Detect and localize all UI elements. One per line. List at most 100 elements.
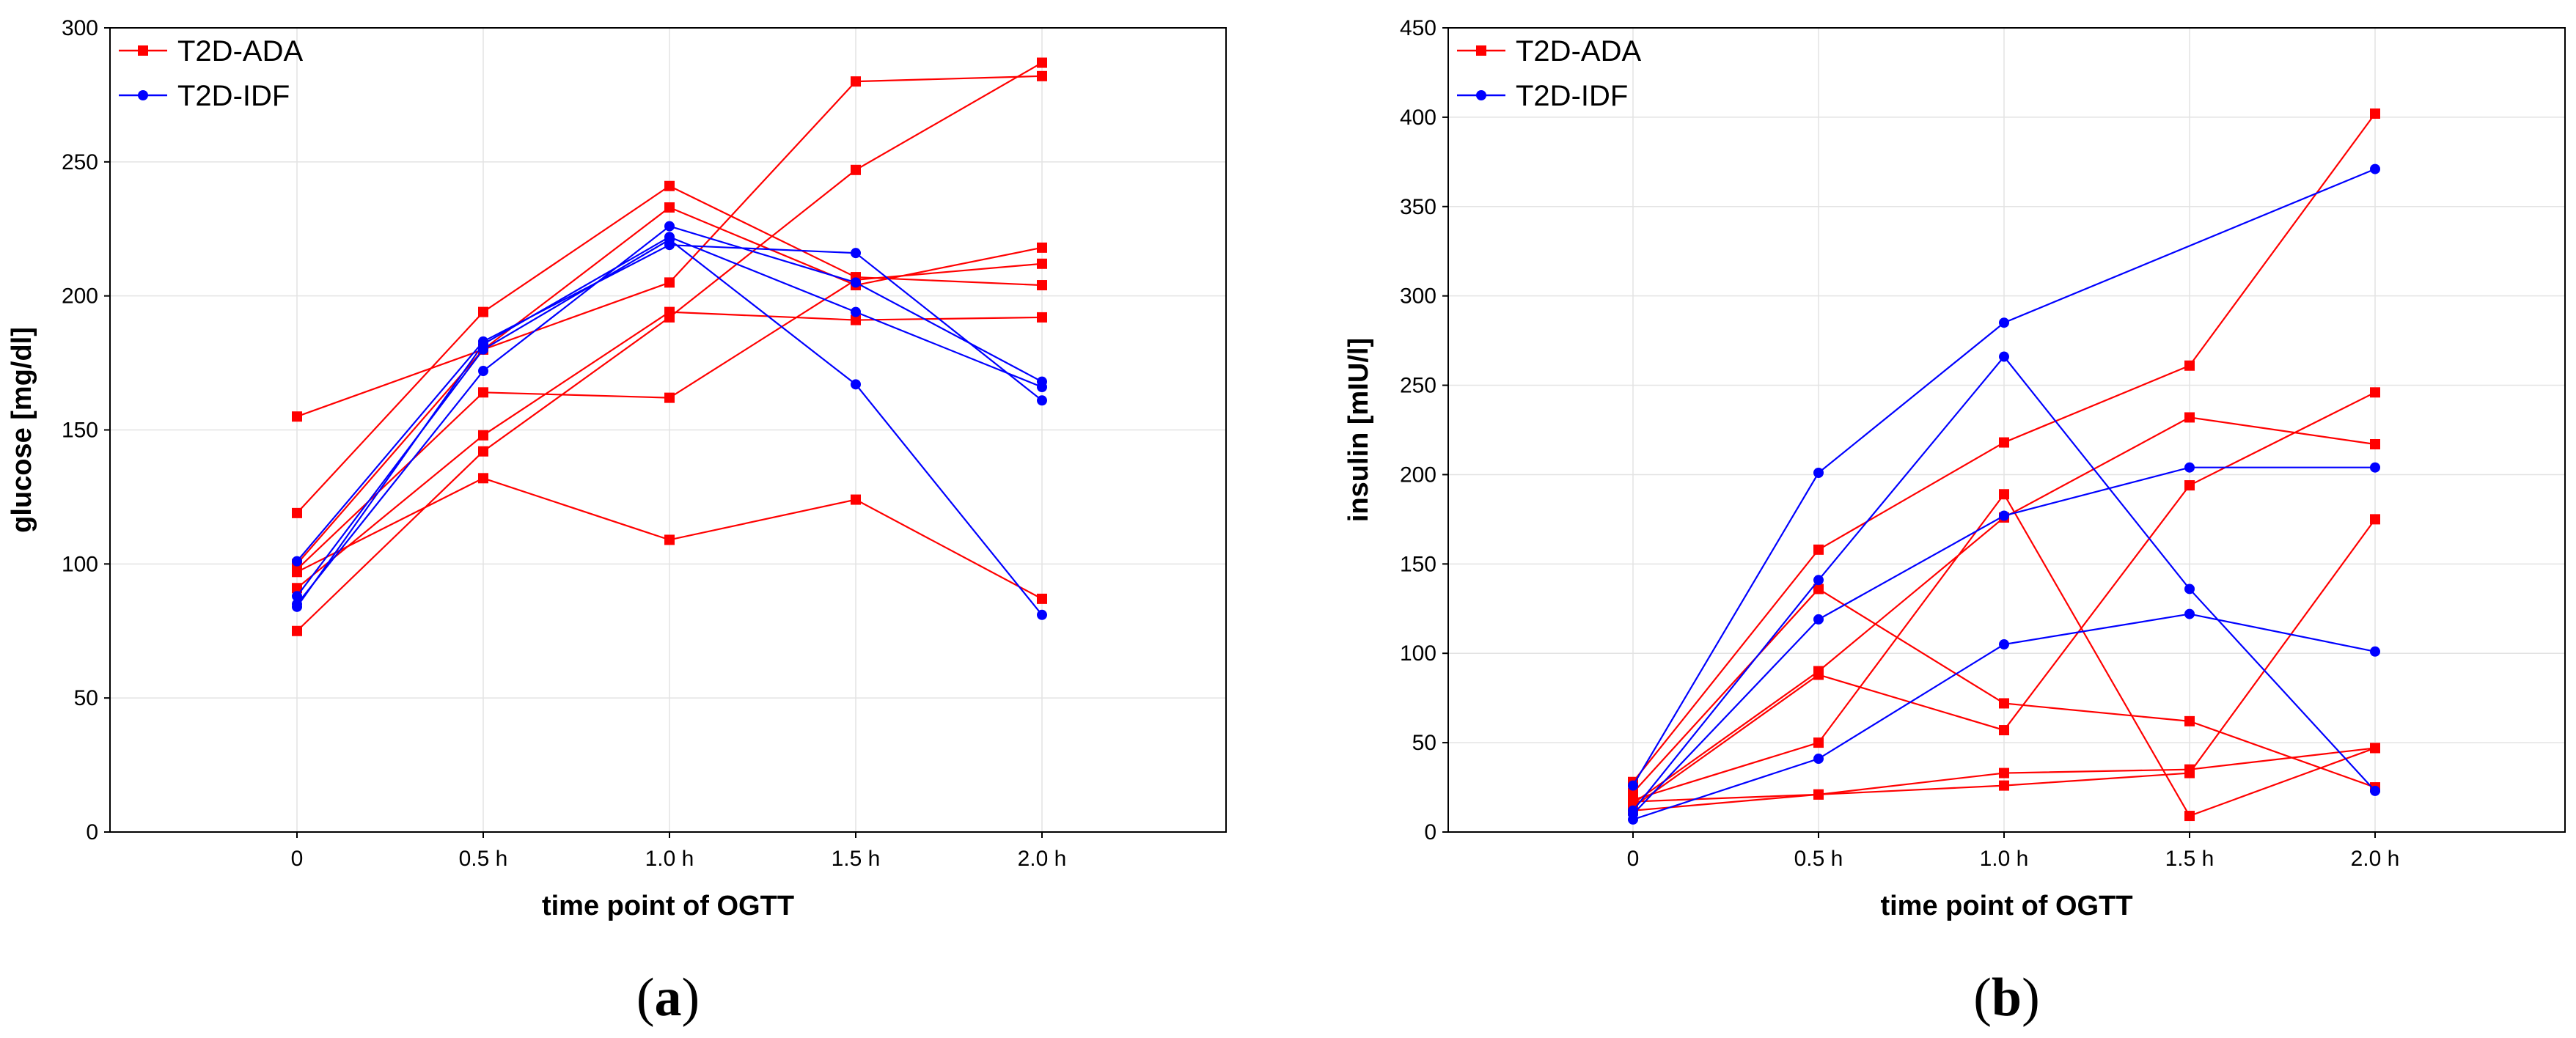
data-point [478, 387, 488, 398]
y-tick-label: 200 [62, 284, 98, 309]
series-t2d-idf-10 [292, 232, 1047, 612]
data-point [1037, 395, 1047, 406]
series-t2d-ada-4 [292, 57, 1047, 636]
data-point [1037, 258, 1047, 269]
data-point [851, 248, 861, 259]
data-point [1037, 280, 1047, 291]
y-tick-label: 250 [1400, 374, 1436, 398]
data-point [292, 411, 302, 422]
y-tick-label: 50 [1412, 731, 1436, 755]
caption-open-paren: ( [1973, 968, 1992, 1028]
data-point [2184, 715, 2195, 726]
series-line [1632, 168, 2376, 787]
legend-label: T2D-IDF [177, 80, 290, 112]
data-point [1037, 312, 1047, 323]
y-tick-label: 300 [62, 16, 98, 40]
x-tick-label: 1.5 h [832, 847, 881, 871]
data-point [478, 339, 488, 350]
data-point [851, 494, 861, 505]
legend-marker [138, 45, 148, 56]
series-t2d-ada-5 [1628, 743, 2380, 807]
x-tick-label: 2.0 h [1018, 847, 1067, 871]
data-point [2184, 412, 2195, 423]
data-point [2370, 646, 2380, 657]
legend-label: T2D-IDF [1516, 80, 1628, 112]
data-point [1999, 768, 2009, 778]
panel-caption: (b) [1973, 968, 2039, 1028]
data-point [851, 379, 861, 390]
data-point [851, 76, 861, 87]
panel-caption: (a) [636, 968, 700, 1028]
data-point [478, 306, 488, 317]
x-tick-label: 1.0 h [645, 847, 694, 871]
data-point [1813, 468, 1824, 479]
data-point [2370, 108, 2380, 119]
data-point [1628, 796, 1638, 807]
series-t2d-idf-10 [1628, 608, 2380, 825]
data-point [664, 392, 675, 403]
y-axis-title: insulin [mIU/l] [1343, 338, 1374, 522]
caption-panel-label: a [655, 968, 682, 1028]
data-point [1999, 639, 2009, 650]
data-point [292, 591, 302, 602]
y-tick-label: 0 [1424, 820, 1436, 844]
data-point [478, 366, 488, 377]
data-point [1999, 510, 2009, 521]
data-point [2184, 584, 2195, 595]
data-point [664, 277, 675, 288]
x-axis-title: time point of OGTT [542, 891, 794, 921]
legend-marker [1476, 45, 1486, 56]
data-point [478, 446, 488, 457]
data-point [1037, 70, 1047, 81]
caption-open-paren: ( [636, 968, 655, 1028]
x-tick-label: 1.0 h [1980, 847, 2029, 871]
y-tick-label: 0 [86, 820, 98, 844]
data-point [2370, 785, 2380, 796]
data-point [2184, 480, 2195, 491]
data-point [1037, 593, 1047, 604]
y-tick-label: 300 [1400, 284, 1436, 309]
series-t2d-ada-6 [1628, 514, 2380, 816]
data-point [2184, 811, 2195, 822]
data-point [1037, 381, 1047, 392]
x-tick-label: 0 [1627, 847, 1640, 871]
data-point [2184, 768, 2195, 778]
x-tick-label: 0.5 h [459, 847, 508, 871]
data-point [1813, 614, 1824, 625]
data-point [1999, 317, 2009, 328]
data-point [478, 473, 488, 484]
data-point [1813, 754, 1824, 765]
caption-close-paren: ) [682, 968, 700, 1028]
panel-b: 0 50 100 150 200 250 300 350 400 450 0 0.5 h 1.0 h 1.… [1343, 16, 2566, 1028]
data-point [292, 507, 302, 518]
y-tick-label: 350 [1400, 195, 1436, 219]
y-tick-label: 250 [62, 150, 98, 174]
data-point [2184, 462, 2195, 473]
data-point [851, 306, 861, 317]
data-point [1999, 489, 2009, 500]
data-point [1999, 437, 2009, 448]
data-point [1628, 814, 1638, 825]
y-tick-label: 100 [62, 552, 98, 576]
legend-marker [138, 90, 148, 100]
data-point [1813, 584, 1824, 595]
legend-entry-t2d-ada: T2D-ADA [119, 35, 303, 67]
x-tick-label: 0 [291, 847, 304, 871]
data-point [2370, 743, 2380, 754]
series-t2d-idf-7 [1628, 163, 2380, 791]
data-point [1813, 575, 1824, 586]
y-tick-label: 150 [1400, 552, 1436, 576]
y-tick-label: 200 [1400, 463, 1436, 487]
series-t2d-ada-5 [292, 473, 1047, 604]
data-point [1628, 780, 1638, 791]
data-point [851, 314, 861, 325]
data-point [851, 164, 861, 175]
data-point [2184, 360, 2195, 371]
data-point [292, 556, 302, 567]
data-point [1999, 698, 2009, 709]
data-point [2370, 387, 2380, 398]
data-point [292, 567, 302, 578]
x-tick-label: 0.5 h [1794, 847, 1843, 871]
data-point [292, 625, 302, 636]
